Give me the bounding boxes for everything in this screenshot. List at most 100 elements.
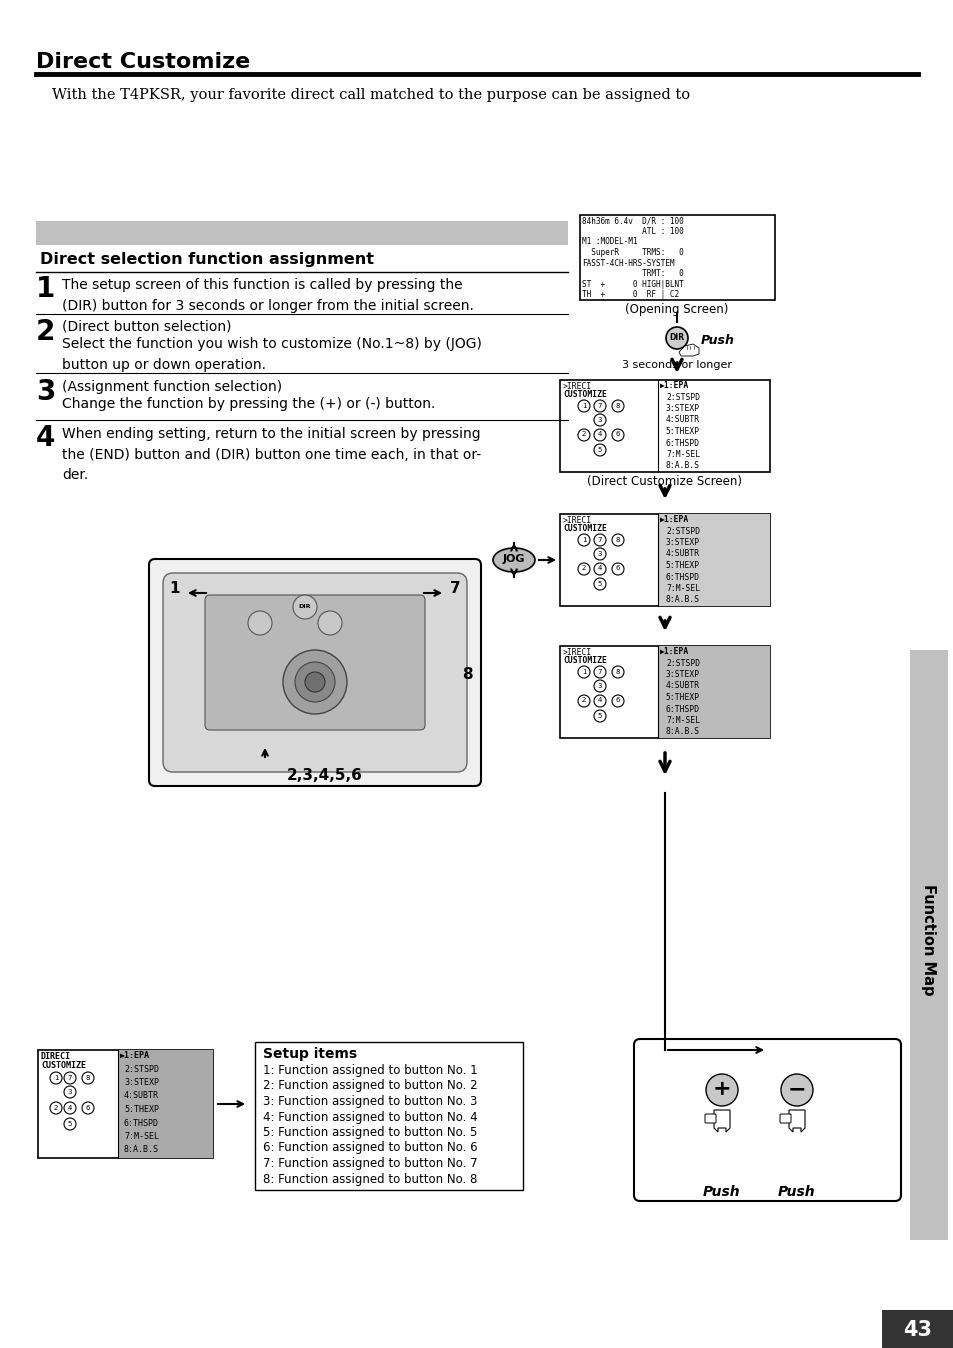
Text: 43: 43 (902, 1320, 931, 1340)
Text: ▶1:EPA: ▶1:EPA (659, 647, 688, 656)
Text: 3:STEXP: 3:STEXP (665, 670, 700, 679)
Circle shape (594, 563, 605, 576)
Text: 5: 5 (68, 1120, 72, 1127)
Circle shape (612, 429, 623, 441)
Text: 5:THEXP: 5:THEXP (124, 1105, 159, 1113)
Bar (658, 727, 769, 737)
Text: 5: 5 (598, 446, 601, 453)
Text: 2: 2 (581, 697, 585, 704)
Text: +: + (712, 1078, 731, 1099)
Text: 2: 2 (36, 318, 55, 346)
Text: (Direct button selection): (Direct button selection) (62, 319, 232, 334)
Text: 3: 3 (68, 1088, 72, 1095)
Text: 8:A.B.S: 8:A.B.S (665, 728, 700, 736)
Circle shape (594, 578, 605, 590)
Circle shape (594, 534, 605, 546)
Text: 1: 1 (53, 1074, 58, 1081)
Text: 6: 6 (86, 1104, 91, 1111)
Circle shape (612, 400, 623, 412)
Circle shape (612, 534, 623, 546)
Text: The setup screen of this function is called by pressing the
(DIR) button for 3 s: The setup screen of this function is cal… (62, 278, 474, 313)
Text: 4:SUBTR: 4:SUBTR (124, 1092, 159, 1100)
Circle shape (594, 710, 605, 723)
Bar (658, 646, 769, 658)
Ellipse shape (493, 549, 535, 572)
Text: ATL : 100: ATL : 100 (581, 226, 683, 236)
Text: 3: 3 (598, 682, 601, 689)
Circle shape (64, 1103, 76, 1113)
Bar (658, 658, 769, 669)
Circle shape (294, 662, 335, 702)
Text: CUSTOMIZE: CUSTOMIZE (41, 1061, 86, 1070)
Circle shape (293, 594, 316, 619)
Text: 4: 4 (598, 566, 601, 572)
Text: CUSTOMIZE: CUSTOMIZE (562, 524, 606, 532)
Text: 5: 5 (598, 581, 601, 586)
Text: CUSTOMIZE: CUSTOMIZE (562, 390, 606, 399)
Text: Change the function by pressing the (+) or (-) button.: Change the function by pressing the (+) … (62, 398, 435, 411)
Text: 7: 7 (68, 1074, 72, 1081)
Text: 5: 5 (598, 713, 601, 718)
Text: 4: 4 (598, 697, 601, 704)
Text: 6:THSPD: 6:THSPD (124, 1119, 159, 1127)
Text: DIR: DIR (669, 333, 684, 342)
Bar (658, 514, 769, 607)
Text: 4:SUBTR: 4:SUBTR (665, 682, 700, 690)
Text: 5:THEXP: 5:THEXP (665, 427, 700, 435)
Text: With the T4PKSR, your favorite direct call matched to the purpose can be assigne: With the T4PKSR, your favorite direct ca… (52, 88, 689, 102)
Text: 2:STSPD: 2:STSPD (665, 392, 700, 402)
Bar (658, 681, 769, 692)
Text: 4: 4 (598, 431, 601, 438)
Text: 4: Function assigned to button No. 4: 4: Function assigned to button No. 4 (263, 1111, 477, 1123)
Text: 3:STEXP: 3:STEXP (665, 538, 700, 547)
Text: 3: Function assigned to button No. 3: 3: Function assigned to button No. 3 (263, 1095, 476, 1108)
Text: ST  +      0 HIGH|BLNT: ST + 0 HIGH|BLNT (581, 280, 683, 288)
Bar (559, 380, 769, 472)
Text: >IRECI: >IRECI (562, 516, 592, 524)
Text: 8: 8 (615, 537, 619, 542)
Text: 6: Function assigned to button No. 6: 6: Function assigned to button No. 6 (263, 1142, 477, 1154)
Text: 5:THEXP: 5:THEXP (665, 693, 700, 702)
Text: 5: Function assigned to button No. 5: 5: Function assigned to button No. 5 (263, 1126, 476, 1139)
Text: 7: Function assigned to button No. 7: 7: Function assigned to button No. 7 (263, 1157, 477, 1170)
Text: 6:THSPD: 6:THSPD (665, 573, 700, 581)
Bar (658, 714, 769, 727)
Bar (254, 1042, 522, 1190)
Text: 4: 4 (68, 1104, 72, 1111)
Text: 3: 3 (36, 377, 55, 406)
Text: 1: 1 (36, 275, 55, 303)
Circle shape (594, 414, 605, 426)
Text: 1: 1 (581, 669, 586, 674)
Circle shape (594, 696, 605, 706)
Text: 6: 6 (615, 697, 619, 704)
Text: 1: Function assigned to button No. 1: 1: Function assigned to button No. 1 (263, 1064, 477, 1077)
Text: 7: 7 (598, 403, 601, 408)
Bar (118, 1050, 213, 1158)
Text: 2:STSPD: 2:STSPD (124, 1065, 159, 1073)
Text: 7: 7 (598, 537, 601, 542)
Text: TH  +      0  RF | C2: TH + 0 RF | C2 (581, 290, 679, 299)
Text: 8: 8 (615, 669, 619, 674)
Circle shape (612, 696, 623, 706)
Circle shape (665, 328, 687, 349)
Text: 2,3,4,5,6: 2,3,4,5,6 (287, 768, 362, 783)
Text: 7:M-SEL: 7:M-SEL (665, 450, 700, 460)
Text: 8: 8 (461, 667, 472, 682)
Text: 8:A.B.S: 8:A.B.S (665, 596, 700, 604)
Text: 8: Function assigned to button No. 8: 8: Function assigned to button No. 8 (263, 1173, 476, 1185)
Circle shape (594, 429, 605, 441)
FancyBboxPatch shape (780, 1113, 790, 1123)
FancyBboxPatch shape (634, 1039, 900, 1201)
FancyBboxPatch shape (163, 573, 467, 772)
Circle shape (50, 1072, 62, 1084)
Circle shape (578, 429, 589, 441)
Text: SuperR     TRMS:   0: SuperR TRMS: 0 (581, 248, 683, 257)
Circle shape (594, 679, 605, 692)
Polygon shape (713, 1109, 729, 1132)
Text: 2:STSPD: 2:STSPD (665, 527, 700, 535)
Bar (658, 692, 769, 704)
Text: 4:SUBTR: 4:SUBTR (665, 550, 700, 558)
Text: When ending setting, return to the initial screen by pressing
the (END) button a: When ending setting, return to the initi… (62, 427, 480, 483)
Text: 8:A.B.S: 8:A.B.S (665, 461, 700, 470)
Circle shape (578, 666, 589, 678)
